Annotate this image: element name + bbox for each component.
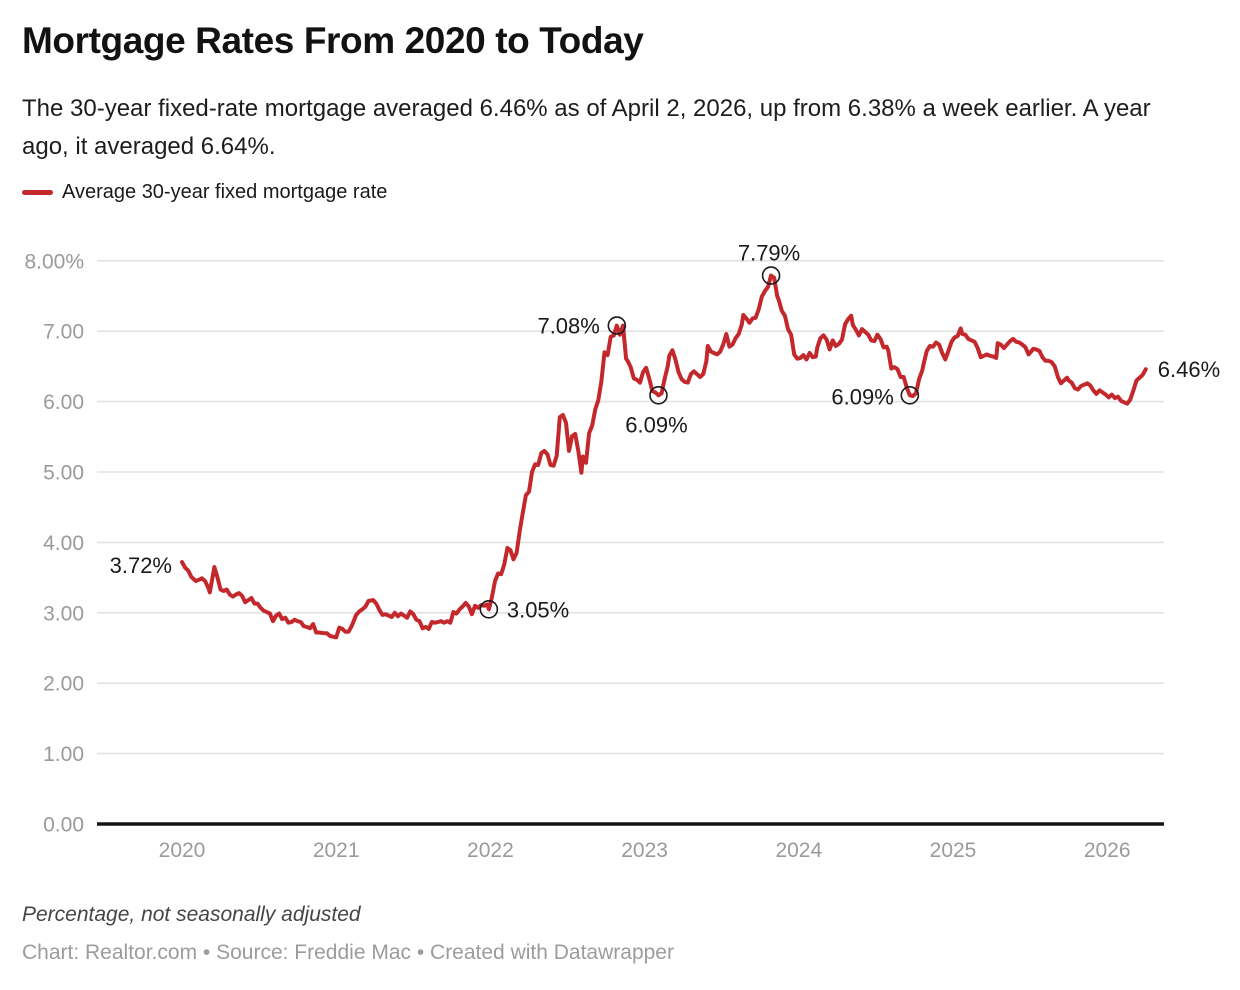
x-tick-label: 2020 — [159, 839, 206, 862]
y-tick-label: 2.00 — [43, 673, 84, 696]
chart-canvas: 8.00% 7.00 6.00 5.00 4.00 3.00 2.00 1.00 0.00 202… — [24, 241, 1220, 862]
annotation-label: 3.72% — [110, 553, 172, 578]
x-tick-label: 2025 — [930, 839, 977, 862]
x-tick-label: 2021 — [313, 839, 360, 862]
legend-label: Average 30-year fixed mortgage rate — [62, 181, 388, 203]
annotation-label: 6.46% — [1158, 357, 1220, 382]
annotation-label: 7.08% — [537, 314, 599, 339]
chart-description: The 30-year fixed-rate mortgage averaged… — [22, 95, 1151, 160]
page-title: Mortgage Rates From 2020 to Today — [22, 20, 644, 61]
x-tick-label: 2024 — [775, 839, 822, 862]
legend-line-swatch — [22, 190, 53, 195]
annotation-label: 7.79% — [738, 241, 800, 266]
annotation-marker-circle — [607, 316, 627, 335]
annotation-label: 6.09% — [831, 384, 893, 409]
x-tick-label: 2026 — [1084, 839, 1131, 862]
annotation-label: 3.05% — [507, 597, 569, 622]
y-tick-label: 4.00 — [43, 532, 84, 555]
annotation-marker-circle — [900, 385, 920, 405]
annotation-marker-circle — [761, 266, 781, 285]
y-tick-label: 8.00% — [24, 250, 84, 273]
chart-footnote: Percentage, not seasonally adjusted — [22, 903, 361, 926]
annotation-marker-circle — [649, 385, 668, 405]
y-tick-label: 7.00 — [43, 321, 84, 344]
y-tick-label: 0.00 — [43, 814, 84, 837]
legend: Average 30-year fixed mortgage rate — [22, 181, 387, 204]
x-tick-label: 2023 — [621, 839, 668, 862]
y-tick-label: 6.00 — [43, 391, 84, 414]
y-tick-label: 3.00 — [43, 602, 84, 625]
annotation-label: 6.09% — [625, 412, 687, 437]
x-tick-label: 2022 — [467, 839, 514, 862]
mortgage-rate-line[interactable] — [180, 273, 1148, 640]
y-tick-label: 1.00 — [43, 743, 84, 766]
annotation-marker-circle — [479, 599, 499, 619]
y-tick-label: 5.00 — [43, 462, 84, 485]
line-chart: 8.00% 7.00 6.00 5.00 4.00 3.00 2.00 1.00 0.00 202… — [0, 230, 1240, 890]
chart-attribution: Chart: Realtor.com • Source: Freddie Mac… — [22, 941, 674, 964]
